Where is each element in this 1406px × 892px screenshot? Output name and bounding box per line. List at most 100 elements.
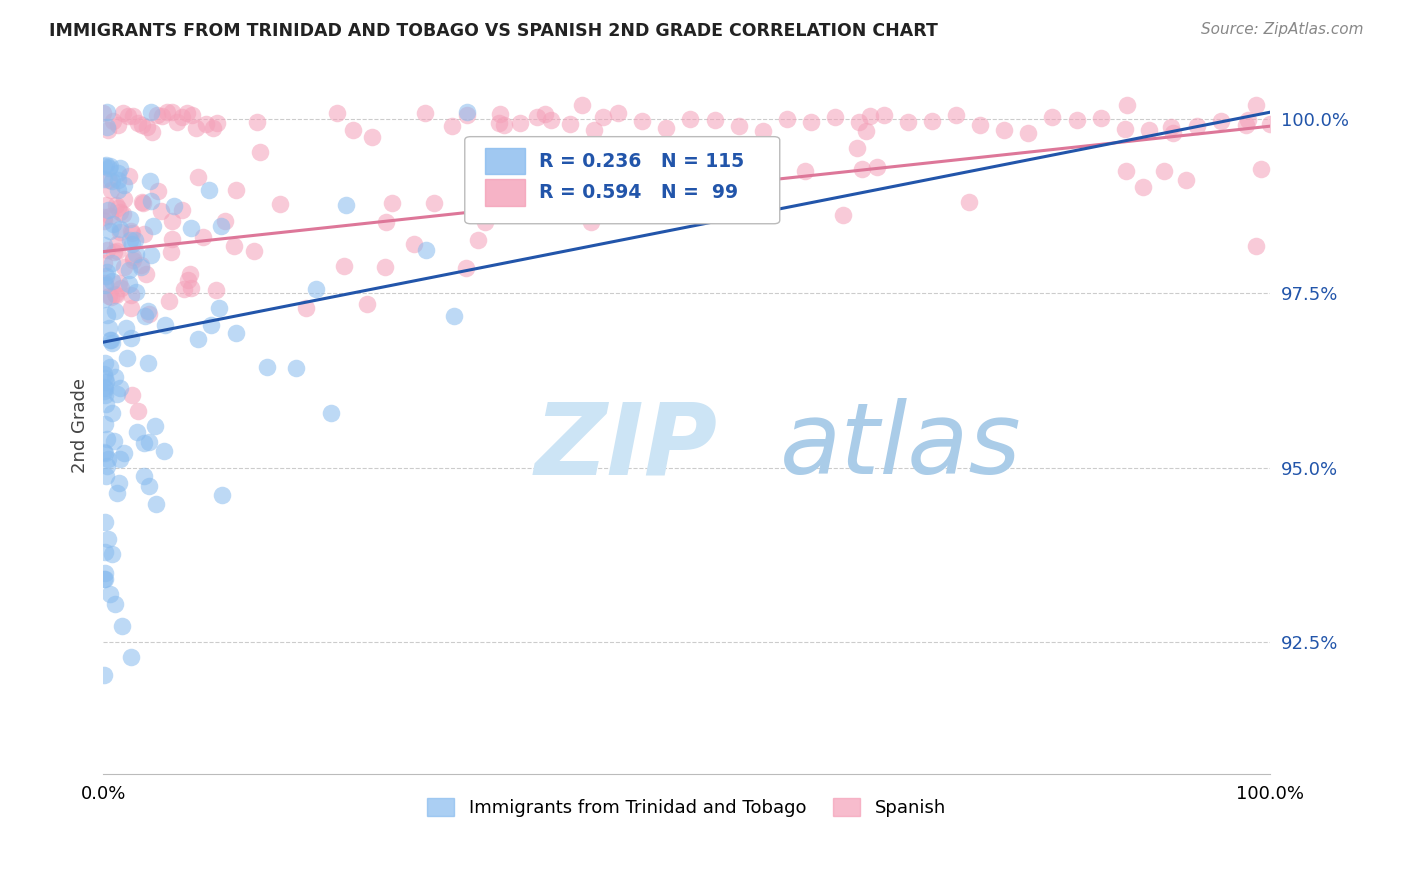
Point	[93, 256, 115, 270]
Point	[631, 113, 654, 128]
Point	[107, 173, 129, 187]
Point	[94, 278, 117, 293]
Point	[131, 118, 153, 132]
Point	[142, 219, 165, 233]
Point	[285, 361, 308, 376]
Point	[543, 182, 565, 196]
Point	[93, 516, 115, 530]
Point	[176, 106, 198, 120]
Point	[93, 172, 115, 186]
Point	[97, 203, 120, 218]
Point	[1017, 126, 1039, 140]
Point	[703, 113, 725, 128]
Point	[98, 173, 121, 187]
Point	[1244, 98, 1267, 112]
Point	[205, 283, 228, 297]
Point	[851, 162, 873, 177]
Point	[107, 244, 129, 258]
Point	[1187, 119, 1209, 133]
Point	[94, 387, 117, 401]
Point	[111, 619, 134, 633]
Point	[150, 109, 173, 123]
Point	[402, 237, 425, 252]
Point	[484, 178, 506, 193]
Point	[138, 307, 160, 321]
Point	[1090, 112, 1112, 126]
Point	[98, 289, 121, 303]
Point	[129, 259, 152, 273]
Point	[1234, 118, 1257, 132]
Text: IMMIGRANTS FROM TRINIDAD AND TOBAGO VS SPANISH 2ND GRADE CORRELATION CHART: IMMIGRANTS FROM TRINIDAD AND TOBAGO VS S…	[49, 22, 938, 40]
Point	[93, 211, 115, 225]
Point	[103, 244, 125, 259]
Point	[122, 250, 145, 264]
Point	[93, 566, 115, 581]
Point	[824, 110, 846, 124]
Point	[374, 260, 396, 275]
Point	[121, 109, 143, 123]
Point	[246, 115, 269, 129]
Point	[96, 376, 118, 390]
Point	[111, 106, 134, 120]
Point	[1114, 121, 1136, 136]
Point	[727, 119, 749, 133]
Bar	[485, 179, 526, 206]
Point	[112, 192, 135, 206]
Point	[104, 369, 127, 384]
Point	[198, 183, 221, 197]
Point	[110, 225, 132, 239]
Point	[98, 587, 121, 601]
Point	[454, 261, 477, 276]
Text: ZIP: ZIP	[534, 398, 718, 495]
Point	[153, 318, 176, 332]
Point	[209, 219, 232, 234]
Point	[139, 194, 162, 209]
Point	[655, 121, 678, 136]
Point	[93, 159, 115, 173]
Point	[100, 174, 122, 188]
Point	[211, 488, 233, 502]
Point	[96, 532, 118, 546]
Point	[162, 214, 184, 228]
Point	[186, 121, 208, 136]
Point	[848, 115, 870, 129]
Point	[97, 123, 120, 137]
Point	[180, 281, 202, 295]
Point	[118, 277, 141, 291]
Point	[456, 105, 478, 120]
Point	[138, 434, 160, 449]
Point	[335, 198, 357, 212]
Point	[256, 359, 278, 374]
Point	[96, 469, 118, 483]
Point	[1160, 120, 1182, 134]
Point	[214, 214, 236, 228]
Point	[571, 98, 593, 112]
Point	[135, 268, 157, 282]
Point	[127, 404, 149, 418]
Point	[98, 209, 121, 223]
Point	[146, 185, 169, 199]
Point	[208, 301, 231, 315]
Point	[94, 198, 117, 212]
Point	[177, 273, 200, 287]
Point	[94, 268, 117, 283]
Point	[125, 247, 148, 261]
Point	[207, 116, 229, 130]
Point	[105, 198, 128, 212]
Point	[107, 118, 129, 132]
Point	[800, 115, 823, 129]
Point	[98, 159, 121, 173]
Point	[160, 105, 183, 120]
Point	[153, 443, 176, 458]
Point	[969, 118, 991, 132]
Point	[107, 202, 129, 216]
Point	[125, 425, 148, 440]
Point	[443, 309, 465, 323]
Point	[112, 446, 135, 460]
Point	[441, 119, 464, 133]
Point	[146, 108, 169, 122]
Point	[957, 194, 980, 209]
Point	[120, 233, 142, 247]
Text: R = 0.594   N =  99: R = 0.594 N = 99	[540, 183, 738, 202]
Point	[94, 417, 117, 432]
